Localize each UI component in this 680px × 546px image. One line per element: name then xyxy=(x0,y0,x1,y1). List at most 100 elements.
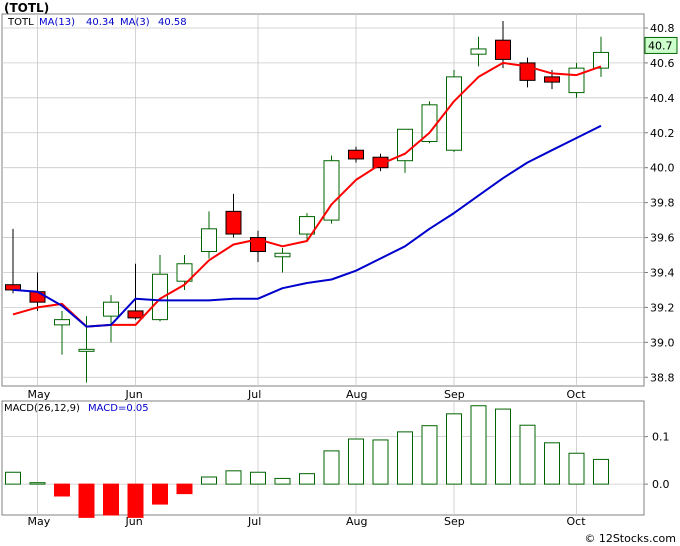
candle-16 xyxy=(397,128,413,173)
macd-xtick-label-3: Aug xyxy=(346,515,367,528)
candle-body-6 xyxy=(152,273,168,321)
macd-bar-0 xyxy=(5,471,21,485)
price-legend-4: 40.58 xyxy=(158,17,187,28)
macd-bar-9 xyxy=(225,470,242,485)
price-ytick-label-0: 38.8 xyxy=(650,371,675,384)
candle-body-12 xyxy=(299,216,315,235)
candle-13 xyxy=(323,155,340,224)
price-ytick-label-9: 40.6 xyxy=(650,57,675,70)
watermark: © 12Stocks.com xyxy=(584,532,676,545)
ma13-line xyxy=(12,124,602,328)
candle-24 xyxy=(593,36,609,77)
candle-7 xyxy=(176,255,193,290)
macd-bar-4 xyxy=(103,483,119,516)
price-ytick-label-7: 40.2 xyxy=(650,127,675,140)
price-ytick-label-5: 39.8 xyxy=(650,197,675,210)
price-legend-2: 40.34 xyxy=(86,17,115,28)
macd-panel: 0.1 0.0 May Jun Jul Aug Sep Oct MACD(26,12,9) MAC… xyxy=(1,400,670,528)
price-ytick-label-8: 40.4 xyxy=(650,92,675,105)
candle-6 xyxy=(152,255,168,322)
macd-bar-18 xyxy=(446,413,462,485)
candle-8 xyxy=(201,211,217,259)
candle-11 xyxy=(274,248,291,273)
candle-15 xyxy=(372,153,389,172)
macd-bar-23 xyxy=(568,452,585,485)
candle-body-3 xyxy=(78,348,95,352)
candle-14 xyxy=(348,146,364,163)
price-xtick-label-2: Jul xyxy=(247,388,261,401)
candle-body-8 xyxy=(201,228,217,253)
candle-body-20 xyxy=(495,39,511,60)
price-xtick-label-1: Jun xyxy=(125,388,143,401)
price-legend-0: TOTL xyxy=(7,17,34,28)
price-ytick-label-6: 40.0 xyxy=(650,162,675,175)
price-xtick-label-0: May xyxy=(28,388,51,401)
macd-legend-0: MACD(26,12,9) xyxy=(4,403,80,414)
candle-body-2 xyxy=(54,319,70,326)
price-xtick-label-4: Sep xyxy=(444,388,465,401)
candle-body-24 xyxy=(593,51,609,69)
macd-bar-7 xyxy=(176,483,193,495)
last-price-badge xyxy=(644,36,678,54)
candle-body-1 xyxy=(29,291,46,303)
macd-bar-15 xyxy=(372,439,389,485)
price-plot-area xyxy=(1,13,645,387)
candle-body-11 xyxy=(274,252,291,258)
last-price-label: 40.7 xyxy=(648,39,673,52)
macd-ytick-label-1: 0.0 xyxy=(652,478,670,491)
macd-xtick-label-4: Sep xyxy=(444,515,465,528)
candle-body-19 xyxy=(470,48,487,55)
macd-bar-24 xyxy=(593,458,609,485)
macd-bar-16 xyxy=(397,431,413,485)
macd-xtick-label-1: Jun xyxy=(125,515,143,528)
candle-12 xyxy=(299,213,315,242)
candle-body-4 xyxy=(103,301,119,317)
macd-bar-19 xyxy=(470,405,487,485)
price-ytick-label-10: 40.8 xyxy=(650,22,675,35)
price-panel: 38.8 39.0 39.2 39.4 39.6 39.8 40.0 40.2 40.4 40.6… xyxy=(1,13,678,401)
macd-ytick-label-0: 0.1 xyxy=(652,431,670,444)
candle-body-14 xyxy=(348,149,364,160)
price-ytick-label-4: 39.6 xyxy=(650,232,675,245)
price-xtick-label-5: Oct xyxy=(567,388,587,401)
candle-body-0 xyxy=(5,284,21,291)
candle-body-5 xyxy=(127,310,144,319)
candle-body-16 xyxy=(397,128,413,162)
price-ytick-label-3: 39.4 xyxy=(650,266,675,279)
candle-17 xyxy=(421,101,438,144)
macd-bar-5 xyxy=(127,483,144,518)
candle-9 xyxy=(225,193,242,238)
candle-body-9 xyxy=(225,210,242,235)
macd-bar-1 xyxy=(29,482,46,485)
price-ytick-label-1: 39.0 xyxy=(650,336,675,349)
macd-bar-22 xyxy=(544,442,560,485)
macd-bar-13 xyxy=(323,450,340,485)
macd-bar-3 xyxy=(78,483,95,518)
candle-5 xyxy=(127,263,144,320)
macd-xtick-label-5: Oct xyxy=(567,515,587,528)
candle-2 xyxy=(54,310,70,355)
macd-legend-1: MACD=0.05 xyxy=(88,403,149,414)
candle-23 xyxy=(568,62,585,98)
macd-xtick-label-2: Jul xyxy=(247,515,261,528)
candle-body-15 xyxy=(372,156,389,169)
candle-body-7 xyxy=(176,263,193,282)
price-legend-3: MA(3) xyxy=(120,17,150,28)
macd-bar-11 xyxy=(274,477,291,485)
candle-body-13 xyxy=(323,160,340,221)
macd-bar-20 xyxy=(495,408,511,485)
macd-bar-6 xyxy=(152,483,168,505)
candle-19 xyxy=(470,36,487,67)
macd-bar-14 xyxy=(348,438,364,485)
price-ytick-label-2: 39.2 xyxy=(650,301,675,314)
price-legend-1: MA(13) xyxy=(39,17,75,28)
candle-body-23 xyxy=(568,67,585,94)
candle-body-22 xyxy=(544,76,560,83)
chart-title: (TOTL) xyxy=(4,1,49,15)
macd-bar-2 xyxy=(54,483,70,497)
candle-4 xyxy=(103,295,119,343)
price-xtick-label-3: Aug xyxy=(346,388,367,401)
macd-bar-21 xyxy=(519,424,536,485)
